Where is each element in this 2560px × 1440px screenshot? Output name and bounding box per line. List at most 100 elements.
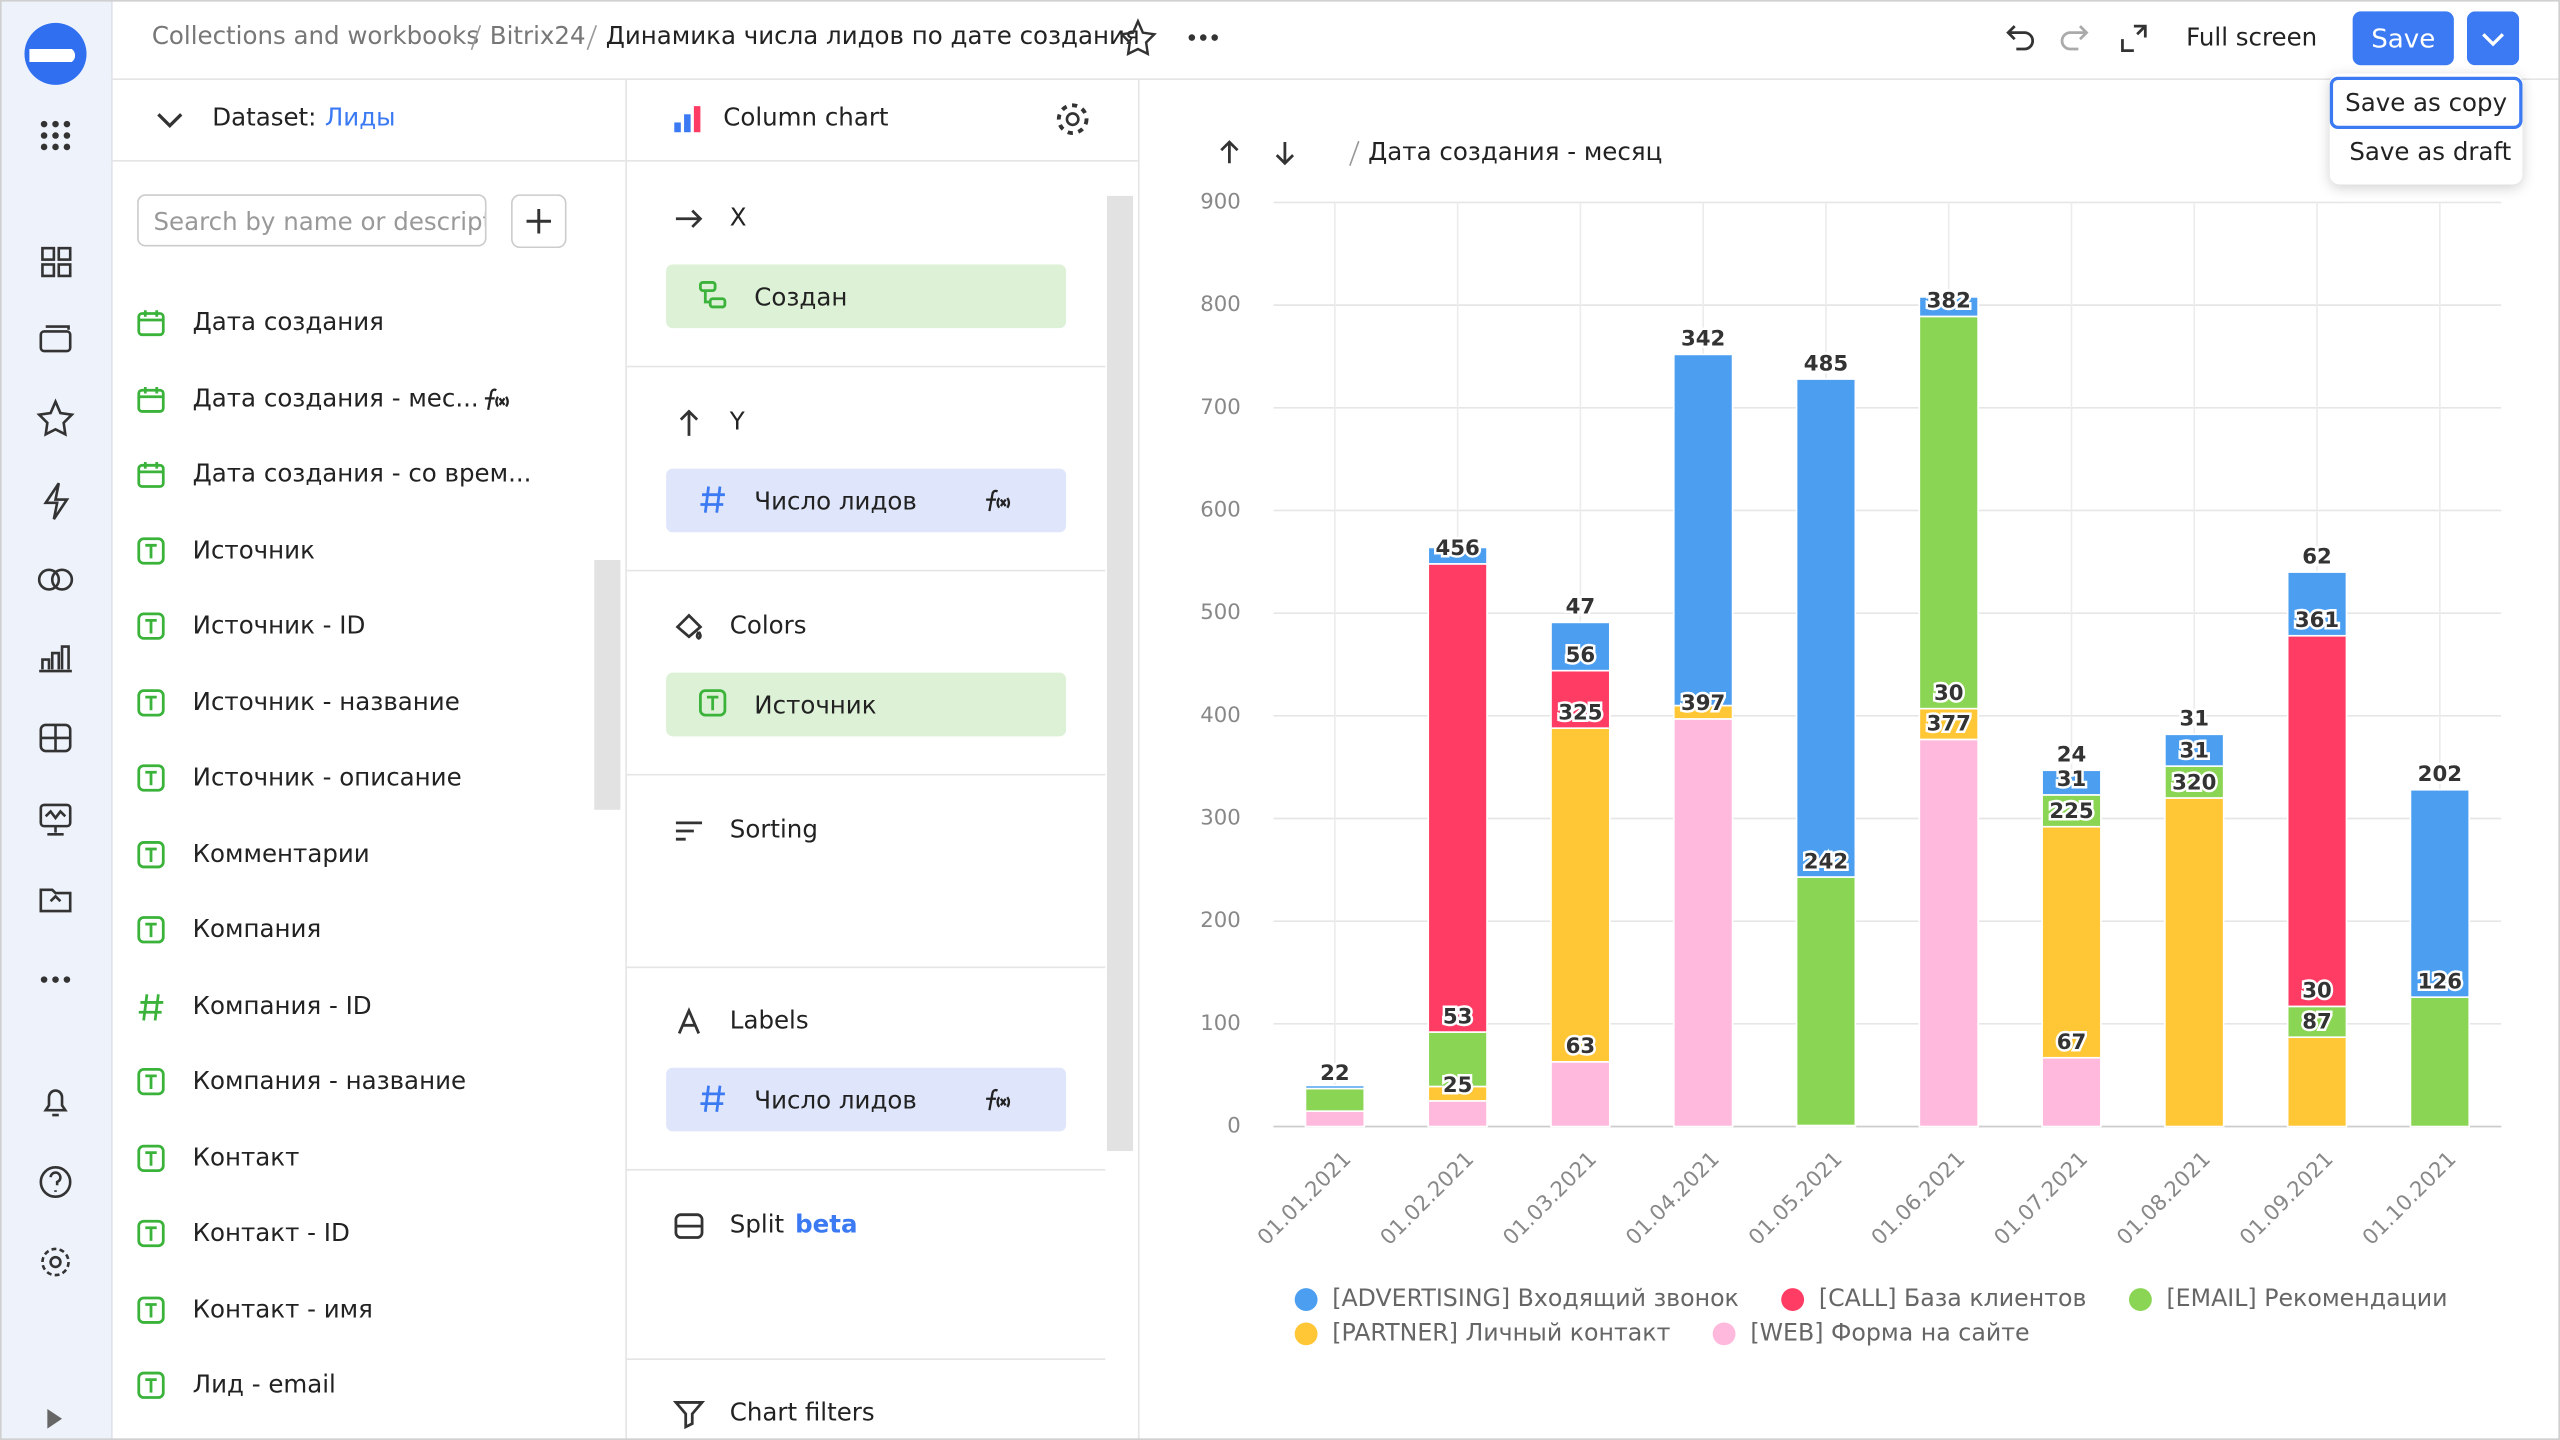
legend-item[interactable]: [EMAIL] Рекомендации [2128, 1286, 2448, 1313]
y-tick-label: 700 [1200, 395, 1241, 420]
pill-name: Число лидов [754, 486, 917, 516]
data-label: 320 [2172, 770, 2216, 795]
field-name[interactable]: Компания [192, 914, 322, 944]
bar-segment [2286, 1005, 2348, 1039]
field-name[interactable]: Источник [192, 534, 315, 565]
data-label: 202 [2418, 762, 2462, 787]
field-name[interactable]: Контакт [192, 1142, 300, 1172]
field-name[interactable]: Лид - email [192, 1369, 336, 1400]
drill-arrows[interactable] [1211, 134, 1309, 173]
menu-item[interactable]: Save as draft [2349, 137, 2512, 167]
number-icon [700, 1085, 725, 1113]
field-name[interactable]: Комментарии [192, 838, 370, 868]
date-icon [137, 386, 165, 412]
nav-icons [24, 22, 87, 1429]
add-field-button[interactable] [511, 194, 567, 249]
settings-icon[interactable] [1053, 100, 1092, 139]
y-tick-label: 400 [1200, 703, 1241, 728]
bar-segment [1672, 353, 1734, 707]
field-pill[interactable] [666, 264, 1067, 329]
legend-item[interactable]: [WEB] Форма на сайте [1712, 1320, 2030, 1347]
data-label: 63 [1566, 1034, 1596, 1059]
legend-item[interactable]: [CALL] База клиентов [1781, 1287, 2086, 1313]
field-name[interactable]: Источник - описание [192, 762, 462, 792]
dataset-label: Dataset: [212, 102, 317, 133]
legend-marker [1712, 1322, 1736, 1346]
bar-segment [2164, 765, 2225, 799]
history-actions[interactable] [2000, 20, 2163, 62]
dataset-name[interactable]: Лиды [324, 102, 396, 133]
field-name[interactable]: Источник - название [192, 686, 460, 716]
field-name[interactable]: Компания - название [192, 1066, 467, 1096]
y-tick-label: 0 [1227, 1114, 1241, 1139]
bar-segment [1795, 876, 1857, 1127]
pill-name: Создан [754, 282, 848, 312]
legend-label: [WEB] Форма на сайте [1750, 1320, 2030, 1347]
divider [625, 966, 1106, 969]
bar-segment [1672, 718, 1734, 1128]
bar-segment [1427, 1100, 1488, 1128]
data-label: 485 [1804, 351, 1848, 376]
fullscreen-button[interactable]: Full screen [2186, 22, 2318, 53]
number-icon [138, 993, 164, 1020]
chart-type[interactable]: Column chart [723, 102, 889, 133]
y-tick-label: 900 [1200, 189, 1241, 214]
data-label: 67 [2057, 1030, 2087, 1055]
data-label: 456 [1435, 536, 1479, 561]
bar-segment [1918, 296, 1979, 318]
field-pill[interactable] [666, 1067, 1067, 1132]
field-name[interactable]: Дата создания - со врем... [192, 458, 532, 489]
legend-marker [2128, 1288, 2152, 1312]
number-icon [700, 486, 725, 513]
save-button[interactable]: Save [2352, 11, 2454, 66]
bar-segment [1427, 546, 1488, 565]
y-tick-label: 500 [1200, 600, 1241, 625]
bar-segment [1427, 1031, 1488, 1088]
search-input[interactable]: Search by name or descript [137, 194, 487, 247]
data-label: 47 [1566, 595, 1596, 620]
text-icon [137, 1295, 165, 1324]
field-name[interactable]: Дата создания - мес... [192, 382, 479, 413]
data-label: 22 [1320, 1061, 1350, 1086]
data-label: 242 [1804, 849, 1848, 874]
field-pill[interactable] [666, 672, 1067, 737]
header [111, 0, 2560, 80]
bar-segment [2041, 769, 2102, 796]
divider [625, 773, 1106, 776]
pill-name: Источник [754, 690, 877, 720]
bar-segment [1918, 315, 1979, 710]
menu-item[interactable]: Save as copy [2329, 76, 2523, 129]
field-name[interactable]: Дата создания [192, 306, 384, 337]
field-name[interactable]: Контакт - ID [192, 1217, 350, 1248]
field-name[interactable]: Контакт - имя [192, 1293, 373, 1324]
divider [625, 365, 1106, 368]
bar-segment [1550, 727, 1611, 1063]
divider [625, 159, 1138, 162]
collapse-icon[interactable] [153, 104, 189, 137]
section-title: Split [729, 1209, 785, 1240]
scrollbar[interactable] [594, 559, 621, 810]
text-icon [137, 764, 165, 792]
bar-segment [1550, 669, 1611, 729]
text-icon [137, 536, 165, 564]
legend-item[interactable]: [PARTNER] Личный контакт [1294, 1321, 1670, 1347]
data-label: 225 [2049, 799, 2093, 824]
data-label: 342 [1681, 327, 1725, 352]
text-icon [137, 916, 165, 944]
legend-label: [EMAIL] Рекомендации [2166, 1286, 2448, 1313]
formula-icon [986, 489, 1011, 512]
title-actions[interactable] [1117, 16, 1248, 58]
data-label: 56 [1566, 643, 1596, 668]
scrollbar[interactable] [1106, 195, 1134, 1152]
field-name[interactable]: Источник - ID [192, 610, 366, 640]
save-dropdown[interactable] [2466, 11, 2520, 66]
breadcrumb[interactable]: Bitrix24 [489, 21, 586, 51]
text-icon [137, 840, 165, 868]
legend-item[interactable]: [ADVERTISING] Входящий звонок [1294, 1287, 1739, 1313]
field-name[interactable]: Компания - ID [192, 990, 372, 1020]
field-pill[interactable] [666, 468, 1067, 533]
data-label: 87 [2302, 1010, 2332, 1035]
breadcrumb[interactable]: Collections and workbooks [151, 21, 480, 51]
section-title: Y [729, 406, 745, 436]
